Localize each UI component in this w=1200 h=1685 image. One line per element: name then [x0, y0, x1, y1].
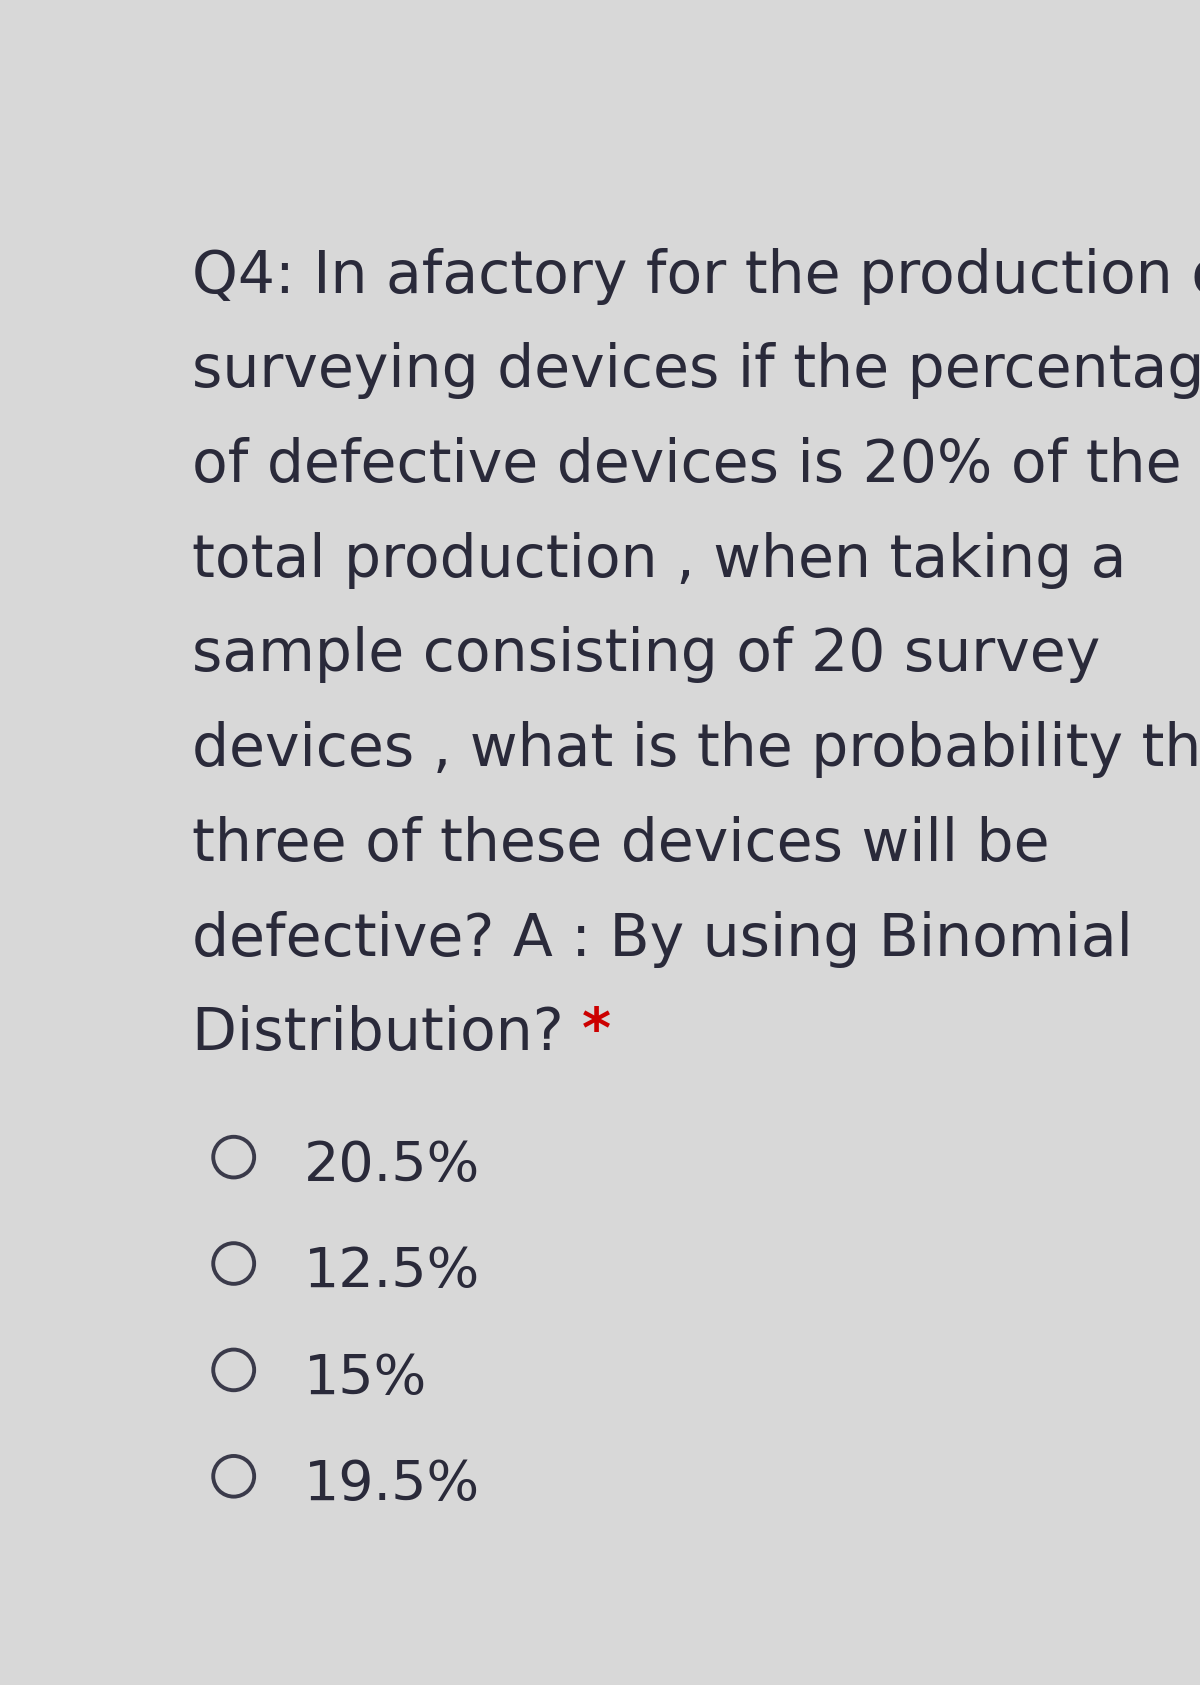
Text: three of these devices will be: three of these devices will be	[192, 816, 1050, 873]
Text: 20.5%: 20.5%	[304, 1139, 480, 1193]
Text: total production , when taking a: total production , when taking a	[192, 532, 1127, 588]
Text: defective? A : By using Binomial: defective? A : By using Binomial	[192, 910, 1133, 967]
Text: 15%: 15%	[304, 1351, 427, 1405]
Text: Distribution?: Distribution?	[192, 1006, 582, 1062]
Text: surveying devices if the percentage: surveying devices if the percentage	[192, 342, 1200, 399]
Text: Q4: In afactory for the production of: Q4: In afactory for the production of	[192, 248, 1200, 305]
Text: devices , what is the probability that: devices , what is the probability that	[192, 721, 1200, 778]
Text: sample consisting of 20 survey: sample consisting of 20 survey	[192, 627, 1100, 684]
Text: *: *	[582, 1006, 611, 1060]
Text: 19.5%: 19.5%	[304, 1458, 480, 1511]
Text: of defective devices is 20% of the: of defective devices is 20% of the	[192, 436, 1182, 494]
Text: 12.5%: 12.5%	[304, 1245, 480, 1299]
